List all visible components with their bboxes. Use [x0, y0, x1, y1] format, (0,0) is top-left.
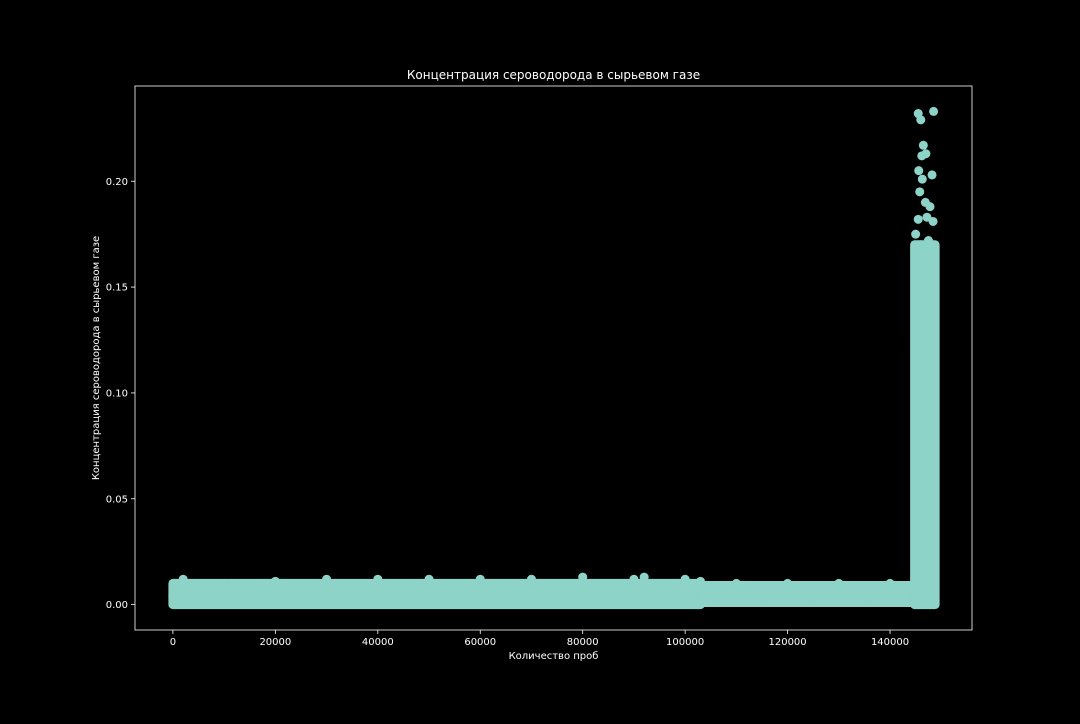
data-point: [655, 595, 665, 605]
data-point: [915, 187, 925, 197]
x-tick-label: 0: [170, 637, 176, 648]
data-point: [923, 236, 933, 246]
data-points: [168, 106, 939, 610]
data-point: [911, 229, 921, 239]
data-point: [928, 216, 938, 226]
data-point: [629, 574, 639, 584]
x-axis-ticks: 0 20000 40000 60000 80000 100000 120000 140000: [170, 630, 909, 648]
data-point: [178, 574, 188, 584]
data-point: [783, 578, 793, 588]
data-point: [913, 214, 923, 224]
data-point: [928, 557, 938, 567]
data-point: [911, 346, 921, 356]
data-point: [926, 250, 936, 260]
x-tick-label: 20000: [259, 637, 291, 648]
data-point: [757, 593, 767, 603]
data-point: [921, 149, 931, 159]
data-point: [834, 578, 844, 588]
data-density-bands: [168, 240, 940, 610]
x-tick-label: 40000: [362, 637, 394, 648]
data-point: [912, 473, 922, 483]
data-band-2: [910, 240, 940, 610]
data-point: [424, 574, 434, 584]
data-point: [578, 572, 588, 582]
data-point: [929, 600, 939, 610]
data-point: [929, 106, 939, 116]
data-point: [927, 430, 937, 440]
data-point: [322, 574, 332, 584]
x-tick-label: 120000: [768, 637, 806, 648]
y-axis-label: Концентрация сероводорода в сырьевом газ…: [91, 236, 102, 480]
data-point: [912, 261, 922, 271]
data-point: [475, 574, 485, 584]
data-point: [270, 576, 280, 586]
data-point: [914, 166, 924, 176]
data-point: [501, 595, 511, 605]
data-point: [808, 593, 818, 603]
data-point: [639, 572, 649, 582]
data-point: [219, 578, 229, 588]
data-point: [927, 170, 937, 180]
y-tick-label: 0.15: [106, 283, 128, 294]
data-point: [911, 600, 921, 610]
x-tick-label: 140000: [871, 637, 909, 648]
data-point: [925, 202, 935, 212]
y-tick-label: 0.00: [106, 600, 128, 611]
data-point: [526, 574, 536, 584]
data-point: [731, 578, 741, 588]
data-point: [916, 115, 926, 125]
data-point: [450, 597, 460, 607]
data-point: [552, 597, 562, 607]
x-tick-label: 60000: [464, 637, 496, 648]
data-point: [885, 578, 895, 588]
data-point: [168, 591, 178, 601]
plot-area-frame: [134, 85, 973, 631]
data-point: [347, 597, 357, 607]
data-point: [296, 595, 306, 605]
data-point: [916, 240, 926, 250]
x-tick-label: 80000: [567, 637, 599, 648]
data-point: [706, 593, 716, 603]
chart-title: Концентрация сероводорода в сырьевом газ…: [407, 68, 700, 82]
data-point: [918, 140, 928, 150]
data-point: [918, 388, 928, 398]
y-axis-ticks: 0.00 0.05 0.10 0.15 0.20: [106, 177, 135, 611]
data-point: [900, 591, 910, 601]
x-axis-label: Количество проб: [509, 651, 599, 662]
data-point: [696, 576, 706, 586]
data-point: [245, 597, 255, 607]
x-tick-label: 100000: [666, 637, 704, 648]
data-point: [919, 282, 929, 292]
data-point: [917, 174, 927, 184]
data-point: [926, 303, 936, 313]
data-point: [194, 593, 204, 603]
y-tick-label: 0.05: [106, 494, 128, 505]
data-point: [603, 595, 613, 605]
data-point: [373, 574, 383, 584]
data-point: [680, 574, 690, 584]
y-tick-label: 0.20: [106, 177, 128, 188]
y-tick-label: 0.10: [106, 388, 128, 399]
data-point: [859, 593, 869, 603]
data-point: [398, 595, 408, 605]
data-point: [921, 515, 931, 525]
